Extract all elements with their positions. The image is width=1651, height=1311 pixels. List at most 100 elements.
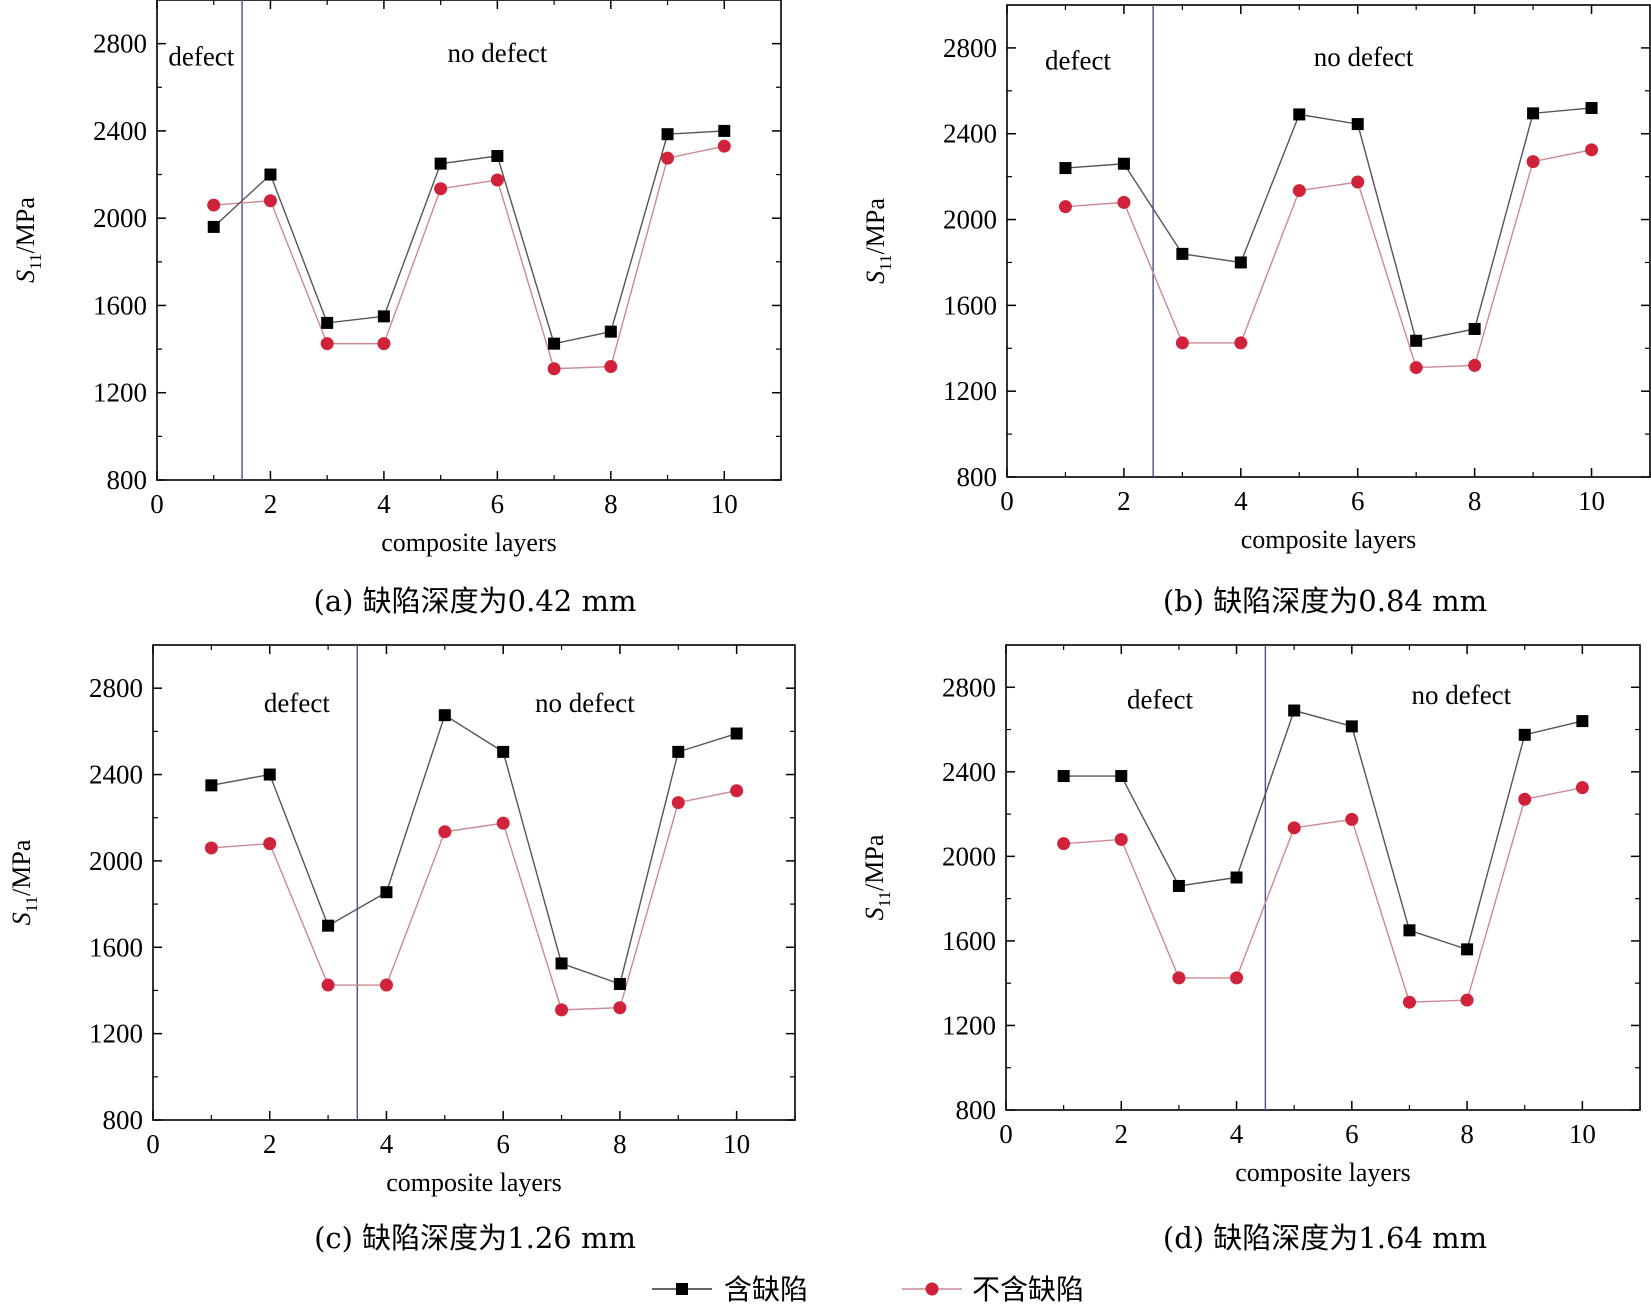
- legend-label-no-defect: 不含缺陷: [972, 1273, 1084, 1306]
- point-defect: [321, 316, 334, 329]
- legend-marker-square: [676, 1283, 688, 1295]
- point-defect: [1288, 704, 1301, 717]
- x-tick-label: 0: [1000, 486, 1014, 516]
- point-defect: [613, 977, 626, 990]
- y-axis-unit: /MPa: [7, 839, 36, 896]
- point-defect: [1234, 256, 1247, 269]
- point-no-defect: [438, 825, 452, 839]
- x-tick-label: 4: [380, 1129, 394, 1159]
- point-no-defect: [1575, 781, 1589, 795]
- x-tick-label: 6: [491, 489, 505, 519]
- point-no-defect: [1114, 832, 1128, 846]
- x-tick-label: 10: [1578, 486, 1605, 516]
- plot-frame: [156, 0, 782, 481]
- no-defect-region-label: no defect: [535, 688, 635, 718]
- point-defect: [604, 325, 617, 338]
- plot-frame: [1005, 644, 1641, 1111]
- point-no-defect: [661, 151, 675, 165]
- point-defect: [497, 745, 510, 758]
- point-defect: [322, 919, 335, 932]
- y-tick-label: 2400: [89, 760, 143, 790]
- point-no-defect: [490, 173, 504, 187]
- y-tick-label: 2800: [943, 33, 997, 63]
- point-defect: [718, 124, 731, 137]
- y-tick-label: 1200: [93, 378, 147, 408]
- point-no-defect: [1230, 971, 1244, 985]
- point-defect: [380, 886, 393, 899]
- point-defect: [207, 220, 220, 233]
- x-tick-label: 4: [1230, 1119, 1244, 1149]
- point-defect: [263, 768, 276, 781]
- y-axis-symbol: S: [11, 270, 40, 283]
- point-no-defect: [547, 362, 561, 376]
- y-tick-label: 1200: [89, 1019, 143, 1049]
- point-no-defect: [320, 337, 334, 351]
- y-tick-label: 800: [956, 1095, 997, 1125]
- point-no-defect: [1409, 361, 1423, 375]
- point-no-defect: [1057, 837, 1071, 851]
- point-no-defect: [263, 194, 277, 208]
- no-defect-region-label: no defect: [1314, 42, 1414, 72]
- plot-frame: [1006, 4, 1651, 478]
- legend-label-defect: 含缺陷: [724, 1273, 808, 1306]
- point-defect: [1461, 943, 1474, 956]
- point-no-defect: [204, 841, 218, 855]
- x-tick-label: 10: [711, 489, 738, 519]
- series-line-no-defect: [211, 790, 737, 1011]
- panel-a: 0 2 4 6 8 10 800 1200 1600 2000 2400 2800 composite …: [11, 0, 782, 618]
- point-defect: [1293, 108, 1306, 121]
- point-no-defect: [555, 1003, 569, 1017]
- y-tick-label: 800: [957, 462, 998, 492]
- point-no-defect: [1058, 200, 1072, 214]
- point-defect: [1585, 101, 1598, 114]
- y-tick-label: 800: [103, 1105, 144, 1135]
- no-defect-region-label: no defect: [448, 38, 548, 68]
- plot-area: 0 2 4 6 8 10 800 1200 1600 2000 2400 2800 composite …: [860, 644, 1641, 1187]
- plot-frame: [152, 644, 796, 1121]
- no-defect-region-label: no defect: [1411, 680, 1511, 710]
- point-defect: [1176, 247, 1189, 260]
- point-defect: [548, 337, 561, 350]
- plot-area: 0 2 4 6 8 10 800 1200 1600 2000 2400 2800 composite …: [861, 4, 1651, 554]
- y-tick-label: 2000: [93, 203, 147, 233]
- y-tick-label: 1600: [89, 932, 143, 962]
- y-tick-label: 2000: [943, 205, 997, 235]
- panel-caption: (b) 缺陷深度为0.84 mm: [1163, 584, 1487, 618]
- y-axis-label: S11/MPa: [11, 197, 45, 283]
- x-axis-label: composite layers: [1241, 525, 1416, 554]
- point-defect: [1518, 728, 1531, 741]
- point-no-defect: [1460, 993, 1474, 1007]
- point-no-defect: [1585, 143, 1599, 157]
- series-line-defect: [1063, 709, 1583, 951]
- point-defect: [1403, 924, 1416, 937]
- point-no-defect: [1287, 821, 1301, 835]
- series-line-no-defect: [213, 145, 725, 370]
- x-tick-label: 0: [999, 1119, 1013, 1149]
- point-defect: [1172, 879, 1185, 892]
- point-no-defect: [496, 816, 510, 830]
- point-no-defect: [1526, 155, 1540, 169]
- point-defect: [1230, 871, 1243, 884]
- y-tick-label: 1600: [943, 290, 997, 320]
- point-no-defect: [1468, 358, 1482, 372]
- y-axis-subscript: 11: [22, 896, 41, 912]
- y-axis-label: S11/MPa: [861, 198, 895, 284]
- series-line-defect: [211, 714, 737, 985]
- defect-region-label: defect: [264, 688, 330, 718]
- x-tick-label: 6: [496, 1129, 510, 1159]
- y-tick-label: 1200: [942, 1010, 996, 1040]
- x-tick-label: 8: [604, 489, 618, 519]
- panel-caption: (c) 缺陷深度为1.26 mm: [314, 1221, 636, 1255]
- x-axis-label: composite layers: [1235, 1158, 1410, 1187]
- y-tick-label: 1600: [942, 926, 996, 956]
- x-axis-label: composite layers: [381, 528, 556, 557]
- point-defect: [1410, 334, 1423, 347]
- plot-area: 0 2 4 6 8 10 800 1200 1600 2000 2400 2800 composite …: [11, 0, 782, 557]
- y-tick-label: 2400: [943, 119, 997, 149]
- point-defect: [1527, 107, 1540, 120]
- panel-caption: (d) 缺陷深度为1.64 mm: [1163, 1221, 1487, 1255]
- x-tick-label: 8: [1468, 486, 1482, 516]
- y-tick-label: 2400: [93, 116, 147, 146]
- point-no-defect: [613, 1001, 627, 1015]
- y-tick-label: 2800: [942, 672, 996, 702]
